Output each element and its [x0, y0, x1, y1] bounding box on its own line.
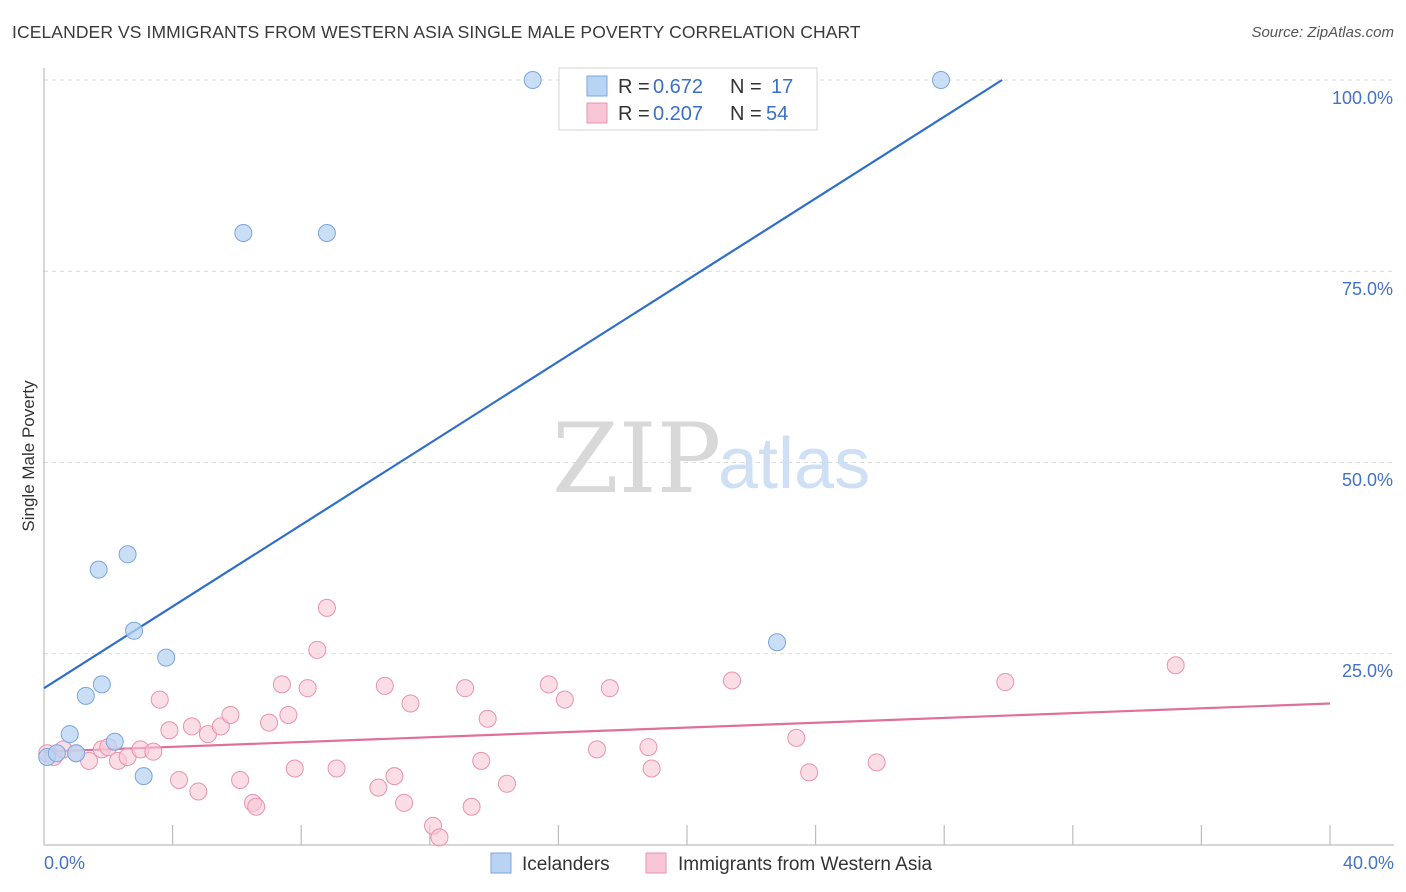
- legend-swatch-icelanders: [586, 75, 608, 97]
- data-point-immigrants: [260, 713, 279, 732]
- x-tick-label-max: 40.0%: [1343, 853, 1394, 873]
- data-point-immigrants: [160, 721, 179, 740]
- data-point-icelanders: [118, 545, 137, 564]
- data-point-immigrants: [369, 778, 388, 797]
- data-point-icelanders: [768, 633, 787, 652]
- data-point-immigrants: [150, 690, 169, 709]
- y-axis-label: Single Male Poverty: [19, 380, 38, 532]
- y-tick-label-75: 75.0%: [1342, 279, 1393, 299]
- legend-bottom: Icelanders Immigrants from Western Asia: [490, 852, 933, 875]
- data-point-immigrants: [144, 742, 163, 761]
- data-point-immigrants: [279, 705, 298, 724]
- data-point-immigrants: [385, 767, 404, 786]
- data-point-immigrants: [787, 728, 806, 747]
- data-point-immigrants: [375, 676, 394, 695]
- legend-r-value-icelanders: 0.672: [653, 76, 703, 98]
- legend-n-value-immigrants: 54: [766, 103, 788, 125]
- data-point-icelanders: [125, 621, 144, 640]
- data-point-immigrants: [1166, 656, 1185, 675]
- chart-title: ICELANDER VS IMMIGRANTS FROM WESTERN ASI…: [12, 22, 861, 42]
- chart-source: Source: ZipAtlas.com: [1251, 24, 1394, 41]
- data-point-immigrants: [272, 675, 291, 694]
- data-point-immigrants: [395, 793, 414, 812]
- y-tick-label-50: 50.0%: [1342, 470, 1393, 490]
- x-tick-label-min: 0.0%: [44, 853, 85, 873]
- trend-line-immigrants: [43, 702, 1331, 753]
- data-point-immigrants: [211, 717, 230, 736]
- data-point-immigrants: [182, 717, 201, 736]
- data-point-immigrants: [723, 671, 742, 690]
- watermark-atlas: atlas: [718, 424, 870, 504]
- watermark: ZIP atlas: [552, 403, 870, 515]
- x-tick-marks: [172, 825, 1331, 845]
- data-point-immigrants: [298, 679, 317, 698]
- data-point-icelanders: [523, 71, 542, 89]
- data-point-immigrants: [996, 673, 1015, 692]
- data-point-immigrants: [497, 774, 516, 793]
- watermark-zip: ZIP: [552, 403, 721, 515]
- data-point-immigrants: [800, 763, 819, 782]
- data-point-icelanders: [67, 744, 86, 763]
- data-point-immigrants: [327, 759, 346, 778]
- legend-top: R = 0.672 N = 17 R = 0.207 N = 54: [558, 67, 818, 131]
- legend-r-value-immigrants: 0.207: [653, 103, 703, 125]
- data-point-immigrants: [430, 828, 449, 847]
- data-point-icelanders: [89, 560, 108, 579]
- data-point-icelanders: [134, 767, 153, 786]
- y-tick-label-25: 25.0%: [1342, 661, 1393, 681]
- data-point-icelanders: [76, 686, 95, 705]
- data-point-icelanders: [47, 744, 66, 763]
- data-point-immigrants: [555, 690, 574, 709]
- data-point-immigrants: [231, 770, 250, 789]
- data-point-icelanders: [60, 725, 79, 744]
- data-point-immigrants: [472, 751, 491, 770]
- data-point-icelanders: [105, 732, 124, 751]
- trend-lines: [43, 79, 1331, 753]
- tick-labels: 25.0% 50.0% 75.0% 100.0% 0.0% 40.0%: [44, 88, 1394, 873]
- trend-line-icelanders: [43, 79, 1003, 690]
- data-point-immigrants: [221, 705, 240, 724]
- data-point-immigrants: [639, 738, 658, 757]
- axes: [43, 68, 1394, 846]
- data-point-immigrants: [308, 640, 327, 659]
- data-point-icelanders: [234, 224, 253, 242]
- data-point-immigrants: [170, 770, 189, 789]
- data-point-immigrants: [247, 797, 266, 816]
- data-point-icelanders: [931, 71, 950, 89]
- legend-r-label-immigrants: R =: [618, 103, 650, 125]
- data-point-immigrants: [600, 679, 619, 698]
- data-point-immigrants: [317, 598, 336, 617]
- points-immigrants-western-asia: [38, 598, 1185, 847]
- y-tick-label-100: 100.0%: [1332, 88, 1393, 108]
- bottom-legend-label-icelanders: Icelanders: [522, 854, 610, 875]
- data-point-immigrants: [587, 740, 606, 759]
- data-point-immigrants: [189, 782, 208, 801]
- data-point-immigrants: [539, 675, 558, 694]
- legend-n-label-immigrants: N =: [730, 103, 762, 125]
- points-icelanders: [38, 71, 950, 786]
- data-point-immigrants: [401, 694, 420, 713]
- data-point-immigrants: [867, 753, 886, 772]
- data-point-immigrants: [456, 679, 475, 698]
- data-point-immigrants: [478, 709, 497, 728]
- data-point-icelanders: [317, 224, 336, 242]
- legend-r-label-icelanders: R =: [618, 76, 650, 98]
- bottom-legend-swatch-icelanders: [490, 852, 512, 874]
- legend-swatch-immigrants: [586, 102, 608, 124]
- bottom-legend-label-immigrants: Immigrants from Western Asia: [678, 854, 933, 875]
- legend-n-label-icelanders: N =: [730, 76, 762, 98]
- data-point-immigrants: [462, 797, 481, 816]
- bottom-legend-swatch-immigrants: [645, 852, 667, 874]
- data-point-immigrants: [642, 759, 661, 778]
- legend-n-value-icelanders: 17: [771, 76, 793, 98]
- data-point-icelanders: [157, 648, 176, 667]
- data-point-icelanders: [92, 675, 111, 694]
- data-point-immigrants: [285, 759, 304, 778]
- grid-lines: [44, 79, 1394, 655]
